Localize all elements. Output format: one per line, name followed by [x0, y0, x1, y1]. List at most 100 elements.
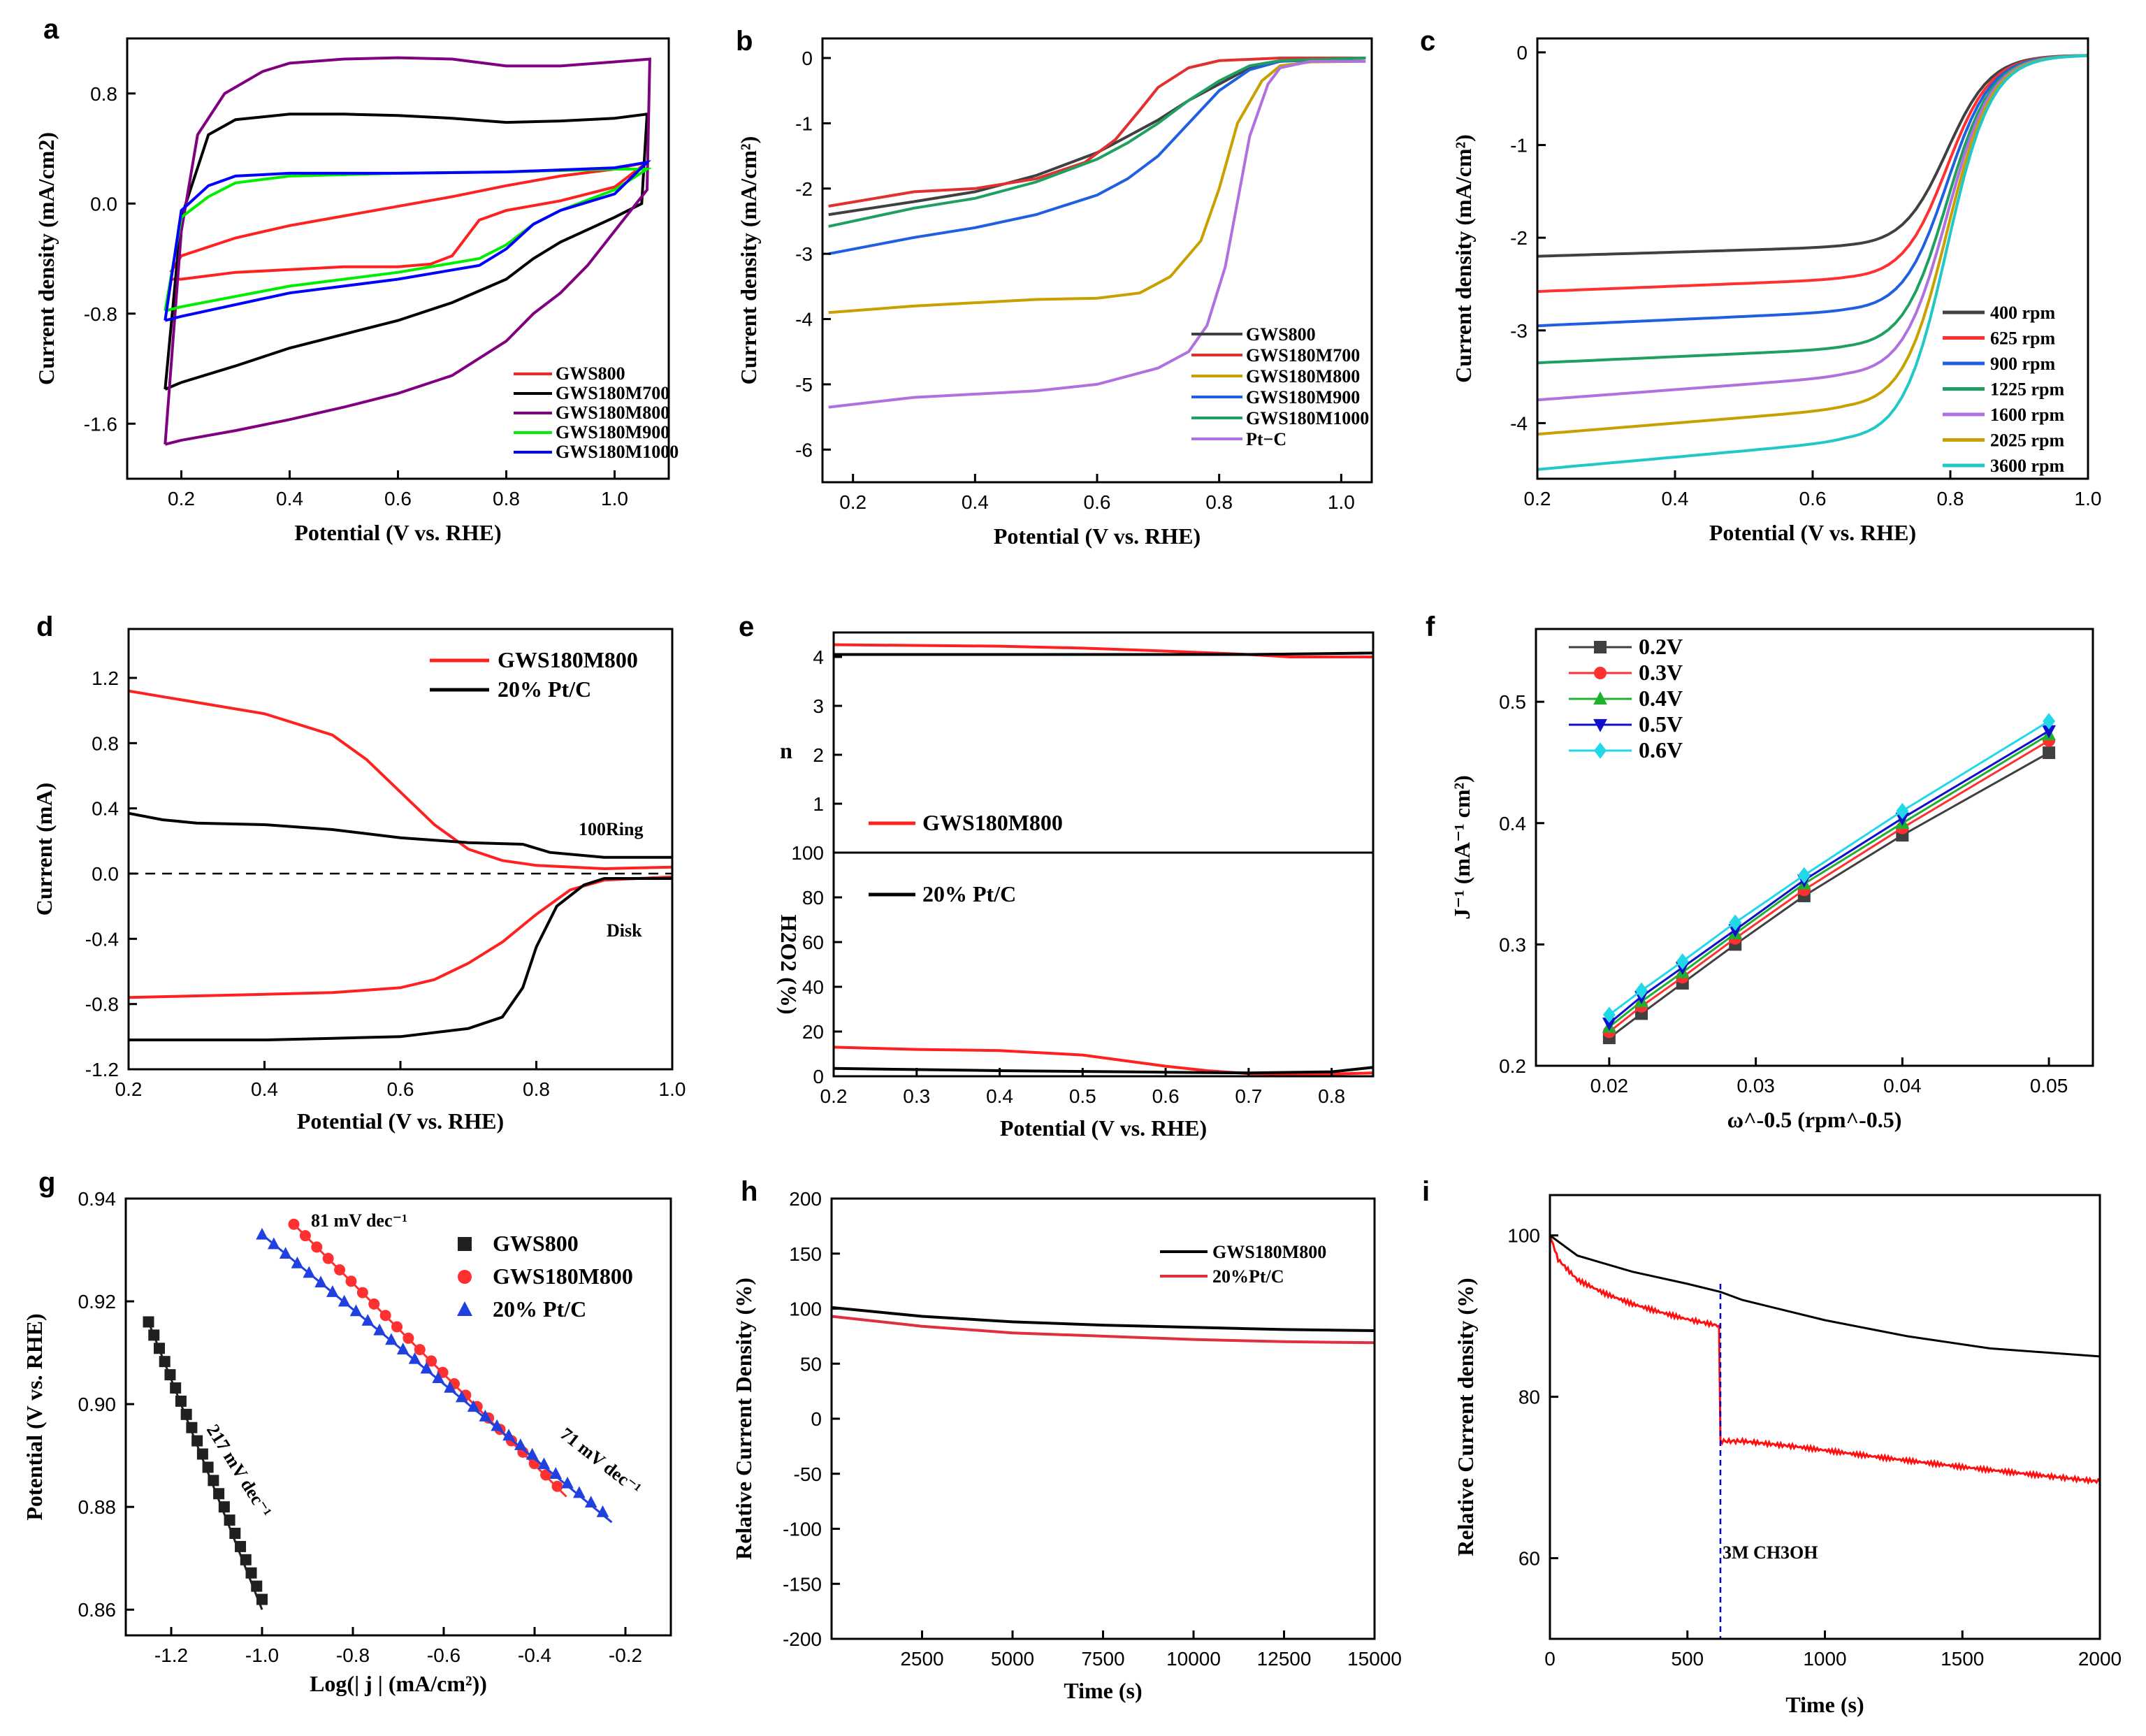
panel-f-ytick-label: 0.2 [1499, 1055, 1526, 1077]
panel-e-xtick-label: 0.2 [820, 1085, 848, 1107]
panel-e-xlabel: Potential (V vs. RHE) [1000, 1115, 1207, 1141]
panel-b-legend-label: GWS180M800 [1246, 366, 1360, 386]
panel-g-point-GWS800 [213, 1488, 225, 1500]
panel-g-point-GWS180M800 [334, 1264, 346, 1275]
panel-g-point-GWS800 [186, 1422, 198, 1433]
panel-e-top-ytick-label: 4 [813, 646, 824, 668]
panel-d-disk-annotation: Disk [607, 920, 642, 941]
panel-g-point-GWS180M800 [368, 1298, 380, 1310]
panel-g-point-20% Pt/C [514, 1438, 527, 1450]
panel-h-ylabel: Relative Current Density (%) [731, 1278, 756, 1560]
panel-g-point-GWS180M800 [426, 1355, 437, 1367]
panel-e-bottom-ytick-label: 100 [791, 842, 824, 864]
panel-g-legend-marker [457, 1301, 472, 1316]
panel-f-point-0.5V [1895, 812, 1910, 826]
panel-g-point-20% Pt/C [314, 1275, 327, 1288]
panel-g-point-20% Pt/C [396, 1343, 409, 1354]
panel-h-xtick-label: 12500 [1257, 1648, 1312, 1670]
panel-d-ytick-label: 0.0 [92, 863, 119, 885]
panel-c-series-1600 rpm [1537, 54, 2089, 402]
panel-g-point-20% Pt/C [326, 1285, 339, 1297]
panel-f-legend-marker [1593, 718, 1607, 732]
panel-b-series-GWS800 [828, 57, 1366, 217]
panel-a-panel-label: a [43, 14, 59, 45]
panel-e-bottom-ytick-label: 60 [802, 932, 824, 953]
panel-f-point-0.2V [2043, 746, 2056, 760]
panel-d-legend-label: 20% Pt/C [498, 677, 591, 702]
panel-g-ylabel: Potential (V vs. RHE) [22, 1313, 47, 1520]
panel-i-xtick-label: 1000 [1803, 1648, 1846, 1670]
panel-g-point-20% Pt/C [256, 1227, 268, 1240]
panel-b-xtick-label: 0.4 [962, 491, 989, 513]
panel-e-ylabel-bottom: H2O2 (%) [776, 914, 802, 1014]
panel-b-legend-label: GWS180M700 [1246, 345, 1360, 366]
panel-c-xtick-label: 0.4 [1662, 488, 1689, 509]
panel-a-legend-label: GWS800 [556, 363, 625, 384]
panel-c-xtick-label: 1.0 [2075, 488, 2102, 509]
panel-h-xtick-label: 10000 [1166, 1648, 1221, 1670]
panel-g-xtick-label: -1.0 [245, 1644, 279, 1666]
panel-a-series-GWS180M700 [164, 113, 649, 391]
panel-g-point-GWS800 [251, 1580, 263, 1592]
panel-g-point-20% Pt/C [432, 1371, 444, 1384]
panel-i-ytick-label: 60 [1518, 1548, 1540, 1570]
panel-b-panel-label: b [736, 26, 753, 57]
panel-g-point-GWS180M800 [345, 1275, 357, 1287]
panel-g-point-20% Pt/C [373, 1323, 386, 1336]
panel-f-xlabel: ω^-0.5 (rpm^-0.5) [1727, 1107, 1902, 1132]
panel-g-point-20% Pt/C [420, 1361, 433, 1374]
panel-d-disk-20% Pt/C [129, 877, 672, 1041]
panel-h-ytick-label: 0 [811, 1408, 822, 1430]
panel-f-legend-label: 0.3V [1639, 660, 1683, 685]
panel-g-frame [124, 1197, 672, 1637]
panel-g-legend-label: 20% Pt/C [493, 1296, 586, 1322]
panel-h-xlabel: Time (s) [1064, 1678, 1142, 1703]
panel-b-series-GWS180M800 [828, 59, 1366, 314]
panel-a-xtick-label: 0.8 [493, 488, 520, 509]
panel-b-ytick-label: 0 [802, 48, 813, 69]
panel-f-point-0.6V [1797, 867, 1811, 884]
panel-e-xtick-label: 0.5 [1069, 1085, 1096, 1107]
panel-g-point-20% Pt/C [444, 1380, 456, 1393]
panel-a-ytick-label: 0.0 [90, 193, 117, 215]
panel-g-point-GWS800 [159, 1356, 171, 1368]
panel-f-point-0.6V [1635, 982, 1648, 999]
panel-i-xtick-label: 1500 [1941, 1648, 1984, 1670]
panel-f-legend-marker [1594, 667, 1607, 679]
panel-b-legend-label: GWS180M1000 [1246, 408, 1369, 428]
panel-d-ytick-label: 0.4 [92, 798, 119, 820]
panel-b-ytick-label: -5 [795, 374, 813, 396]
panel-g-point-20% Pt/C [525, 1447, 539, 1460]
panel-g-point-GWS800 [208, 1475, 219, 1487]
panel-f: 0.02 0.03 0.04 0.05 0.2 0.3 0.4 0.5 ω^-0.5 (rpm^… [1426, 612, 2094, 1132]
panel-g-point-GWS180M800 [403, 1332, 414, 1344]
panel-a-series-GWS180M900 [164, 168, 652, 312]
panel-b-xtick-label: 1.0 [1328, 491, 1355, 513]
panel-d-xtick-label: 1.0 [659, 1078, 686, 1100]
panel-h-xtick-label: 15000 [1347, 1648, 1402, 1670]
panel-g-point-GWS800 [256, 1593, 268, 1605]
panel-g-point-GWS800 [240, 1554, 252, 1565]
panel-g-legend-label: GWS180M800 [493, 1264, 633, 1289]
panel-c-legend-label: 3600 rpm [1990, 456, 2065, 476]
panel-c-legend-label: 1600 rpm [1990, 405, 2065, 425]
panel-f-point-0.5V [2042, 725, 2056, 739]
panel-g-annotation-81: 81 mV dec⁻¹ [311, 1210, 407, 1231]
panel-d-ytick-label: 1.2 [92, 667, 119, 689]
panel-g-point-GWS180M800 [299, 1230, 311, 1242]
panel-f-panel-label: f [1426, 612, 1435, 642]
panel-f-legend-label: 0.2V [1639, 634, 1683, 659]
panel-c-xlabel: Potential (V vs. RHE) [1709, 520, 1916, 545]
panel-f-legend-marker [1594, 641, 1607, 653]
panel-g-point-GWS800 [143, 1316, 154, 1328]
panel-g-point-20% Pt/C [303, 1266, 316, 1278]
panel-g-xlabel: Log(| j | (mA/cm²)) [310, 1671, 487, 1696]
panel-a-xlabel: Potential (V vs. RHE) [294, 520, 501, 545]
panel-g-point-20% Pt/C [549, 1467, 563, 1479]
panel-g-point-GWS800 [175, 1395, 187, 1407]
panel-f-legend-label: 0.4V [1639, 686, 1683, 711]
panel-c-panel-label: c [1420, 26, 1435, 57]
panel-i-frame [1549, 1194, 2101, 1640]
panel-f-xtick-label: 0.03 [1737, 1075, 1775, 1097]
